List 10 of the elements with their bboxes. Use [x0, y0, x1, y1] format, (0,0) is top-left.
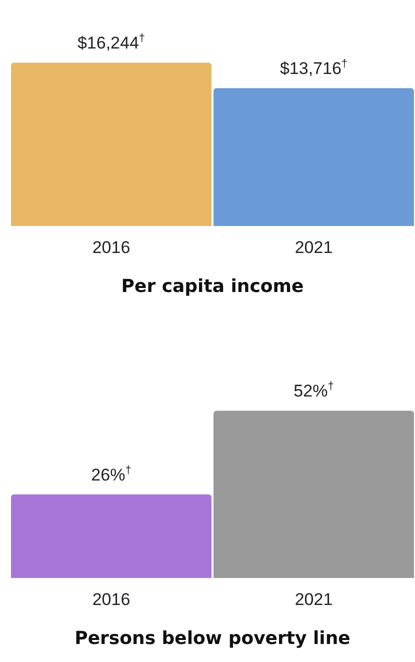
data-label: 52%†	[294, 380, 334, 401]
data-label: $13,716†	[280, 58, 348, 78]
data-label: $16,244†	[77, 32, 146, 53]
data-label: 26%†	[91, 464, 132, 484]
x-tick-label: 2016	[92, 590, 130, 609]
x-tick-label: 2021	[294, 238, 333, 257]
x-tick-label: 2021	[294, 590, 333, 609]
x-axis-title: Per capita income	[121, 276, 304, 297]
x-axis-title: Persons below poverty line	[74, 628, 350, 649]
x-tick-label: 2016	[92, 238, 130, 257]
